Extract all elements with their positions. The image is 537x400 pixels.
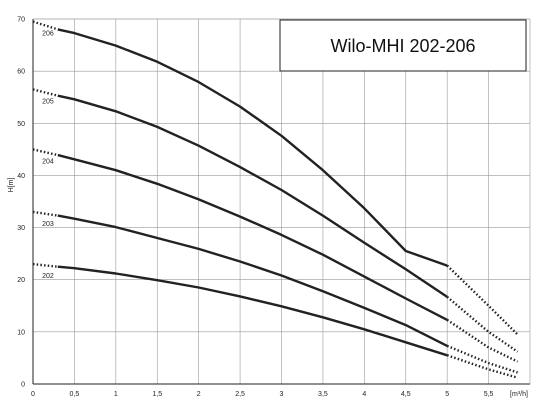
series-line-dotted-start bbox=[32, 20, 59, 31]
series-line bbox=[57, 214, 448, 347]
series-line bbox=[57, 153, 448, 321]
x-tick-label: 0 bbox=[31, 391, 35, 398]
series-line bbox=[57, 265, 448, 357]
title-box: Wilo-MHI 202-206 bbox=[279, 19, 527, 72]
series-line-dotted-start bbox=[32, 88, 59, 97]
series-line bbox=[57, 94, 448, 298]
chart-title: Wilo-MHI 202-206 bbox=[330, 36, 475, 56]
y-tick-label: 60 bbox=[17, 69, 25, 76]
x-tick-label: 2,5 bbox=[235, 391, 245, 398]
x-tick-label: 1,5 bbox=[152, 391, 162, 398]
series-line-dotted-start bbox=[32, 210, 58, 217]
series-line-dotted-end bbox=[446, 354, 518, 379]
series-lines bbox=[32, 20, 519, 379]
grid-lines bbox=[33, 18, 530, 384]
series-label: 203 bbox=[42, 221, 54, 228]
y-tick-label: 70 bbox=[17, 17, 25, 24]
series-line-dotted-end bbox=[446, 264, 519, 336]
series-label: 206 bbox=[42, 31, 54, 38]
y-tick-label: 40 bbox=[17, 173, 25, 180]
x-tick-label: 4 bbox=[362, 391, 366, 398]
x-tick-label: 5,5 bbox=[484, 391, 494, 398]
series-line bbox=[57, 28, 448, 267]
series-label: 204 bbox=[42, 158, 54, 165]
x-axis-label: [m³/h] bbox=[510, 391, 528, 398]
y-tick-label: 30 bbox=[17, 225, 25, 232]
x-tick-label: 4,5 bbox=[401, 391, 411, 398]
axes bbox=[32, 18, 531, 385]
y-tick-label: 0 bbox=[21, 382, 25, 389]
series-labels: 206 205 204 203 202 bbox=[42, 31, 54, 280]
y-tick-label: 20 bbox=[17, 277, 25, 284]
series-line-dotted-end bbox=[446, 295, 519, 353]
y-axis-label: H[m] bbox=[8, 178, 15, 193]
y-tick-label: 50 bbox=[17, 121, 25, 128]
x-tick-label: 1 bbox=[114, 391, 118, 398]
series-label: 205 bbox=[42, 98, 54, 105]
series-line-dotted-end bbox=[446, 344, 518, 374]
series-line-dotted-start bbox=[32, 148, 59, 157]
x-tick-label: 3 bbox=[280, 391, 284, 398]
series-label: 202 bbox=[42, 273, 54, 280]
series-line-dotted-end bbox=[446, 318, 519, 363]
x-tick-label: 3,5 bbox=[318, 391, 328, 398]
series-line-dotted-start bbox=[32, 262, 58, 268]
tick-labels: 0 0,5 1 1,5 2 2,5 3 3,5 4 4,5 5 5,5 0 10 20 30 40 50 60 70 bbox=[17, 17, 493, 399]
x-tick-label: 2 bbox=[197, 391, 201, 398]
x-tick-label: 5 bbox=[445, 391, 449, 398]
x-tick-label: 0,5 bbox=[70, 391, 80, 398]
y-tick-label: 10 bbox=[17, 329, 25, 336]
